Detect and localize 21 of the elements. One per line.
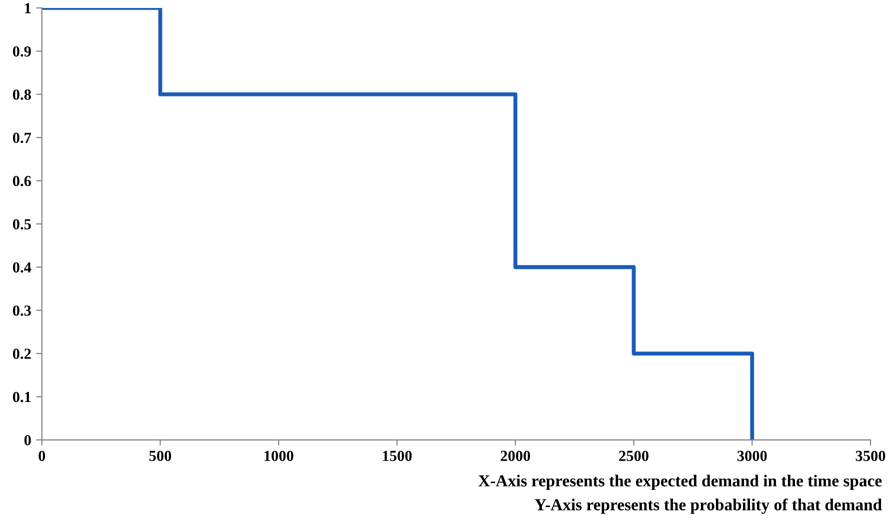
y-tick-label: 0 (24, 435, 31, 446)
text: Y-Axis represents the probability of that demand (534, 498, 882, 514)
x-tick-label: 1500 (382, 450, 412, 462)
y-tick-label: 0.3 (12, 305, 31, 316)
x-tick-label: 3500 (856, 450, 886, 462)
x-tick-label: 2000 (500, 450, 530, 462)
y-tick-label: 1 (25, 3, 31, 14)
y-tick-label: 0.6 (12, 176, 32, 186)
x-tick-label: 500 (149, 450, 172, 462)
x-tick-label: 2500 (619, 450, 648, 462)
y-tick-label: 0.4 (12, 262, 32, 273)
y-tick-label: 0.5 (12, 219, 31, 230)
x-tick-label: 3000 (737, 450, 767, 462)
y-tick-label: 0.2 (12, 348, 31, 360)
y-tick-label: 0.9 (12, 46, 31, 57)
y-tick-label: 0.8 (12, 89, 31, 100)
y-tick-label: 0.1 (12, 392, 31, 402)
text: X-Axis represents the expected demand in the time space (478, 474, 882, 490)
x-tick-label: 0 (38, 450, 46, 462)
y-tick-label: 0.7 (12, 132, 32, 144)
x-tick-label: 1000 (264, 450, 294, 462)
